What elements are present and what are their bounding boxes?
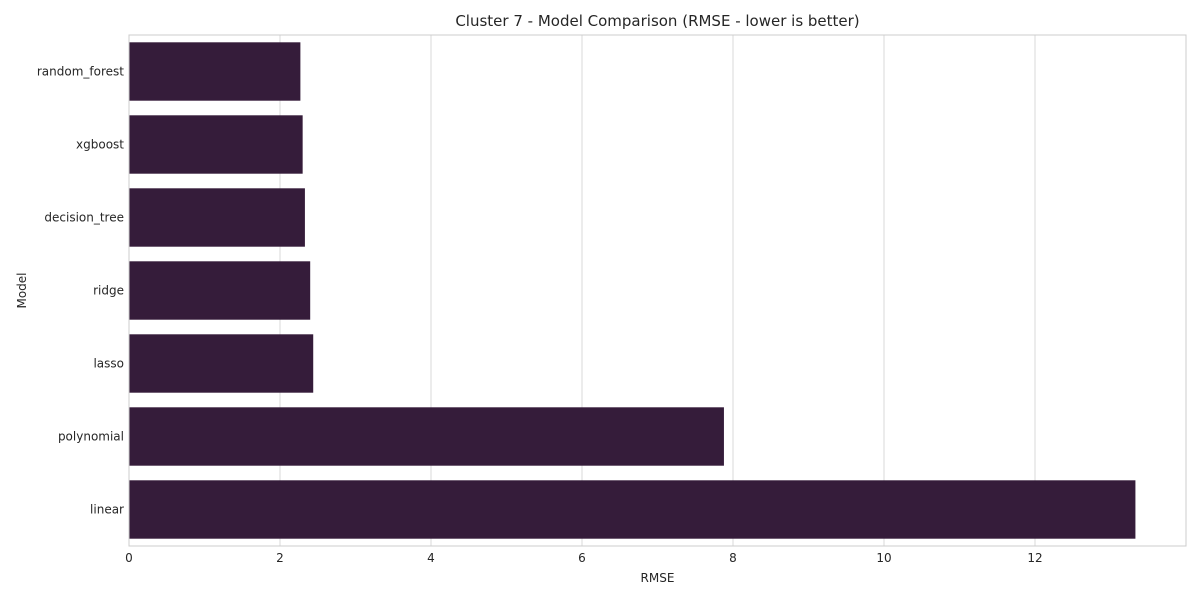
x-tick-label-0: 0 [125,551,133,565]
x-tick-label-6: 12 [1027,551,1042,565]
bar-lasso [129,334,314,393]
x-tick-label-1: 2 [276,551,284,565]
x-tick-label-4: 8 [729,551,737,565]
x-tick-label-2: 4 [427,551,435,565]
y-axis-label: Model [15,272,29,308]
x-tick-label-3: 6 [578,551,586,565]
bar-random_forest [129,42,301,101]
bar-xgboost [129,115,303,174]
y-tick-label-lasso: lasso [93,357,124,371]
y-tick-label-xgboost: xgboost [76,138,124,152]
y-tick-label-linear: linear [90,503,124,517]
bar-decision_tree [129,188,305,247]
bar-linear [129,480,1136,539]
y-tick-label-random_forest: random_forest [37,65,124,79]
y-tick-label-ridge: ridge [93,284,124,298]
x-tick-label-5: 10 [876,551,891,565]
y-tick-label-decision_tree: decision_tree [44,211,124,225]
chart-title: Cluster 7 - Model Comparison (RMSE - low… [455,12,859,30]
bar-ridge [129,261,311,320]
y-tick-label-polynomial: polynomial [58,430,124,444]
plot-frame [128,34,1187,547]
x-tick-labels: 0 2 4 6 8 10 12 [125,551,1042,565]
x-axis-label: RMSE [641,571,675,585]
bars [129,42,1136,539]
bar-polynomial [129,407,724,466]
